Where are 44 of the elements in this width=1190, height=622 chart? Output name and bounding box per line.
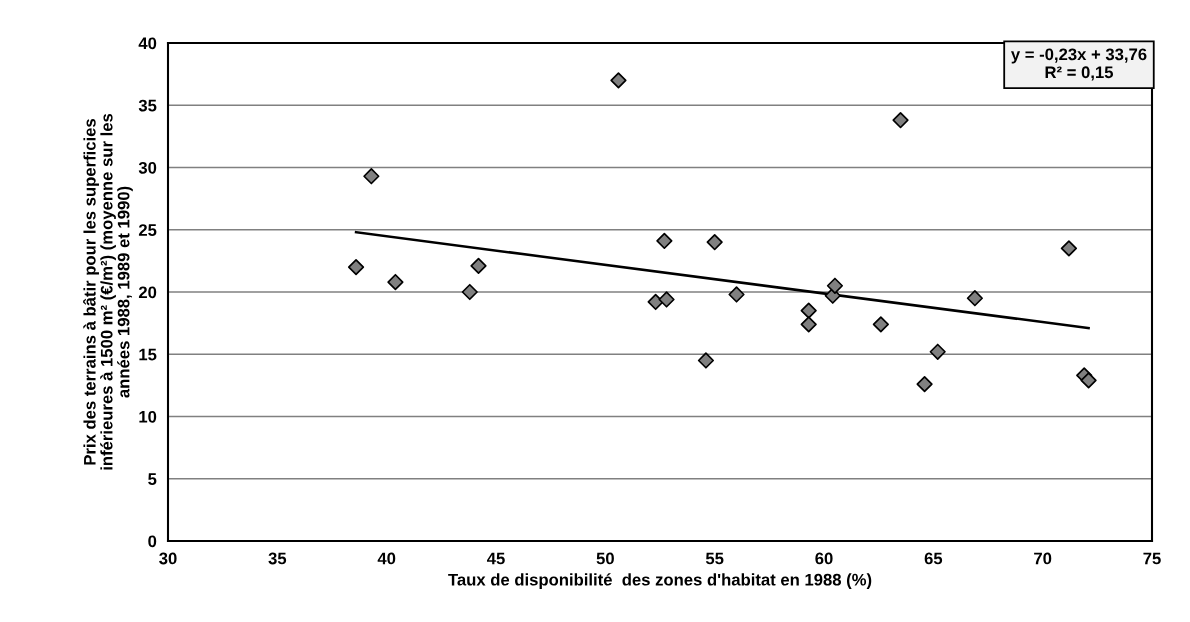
point: [658, 291, 675, 308]
x-tick-label: 60: [815, 552, 833, 565]
point: [647, 293, 664, 311]
y-axis-title: Prix des terrains à bâtir pour les superficies inférieures à 1500 m² (€/m²) (moyenne sur les années 1988, 1989 et 1990): [83, 113, 133, 470]
point: [728, 286, 745, 303]
y-tick-label: 10: [139, 410, 157, 423]
point: [826, 277, 844, 294]
point: [966, 290, 983, 307]
x-tick-label: 45: [486, 552, 505, 565]
point: [706, 234, 723, 251]
x-tick-label: 40: [377, 552, 396, 565]
y-tick-label: 35: [138, 99, 157, 112]
y-tick-label: 15: [139, 348, 157, 361]
y-tick-label: 5: [148, 473, 157, 485]
point: [916, 376, 933, 393]
point: [929, 343, 946, 360]
point: [461, 283, 478, 301]
y-tick-label: 30: [138, 161, 157, 174]
y-tick-label: 20: [138, 286, 157, 299]
point: [470, 257, 487, 274]
y-tick-label: 0: [148, 535, 157, 548]
point: [1080, 372, 1097, 389]
point: [610, 72, 627, 89]
point: [800, 302, 817, 319]
y-tick-label: 40: [138, 37, 157, 50]
x-tick-label: 50: [596, 552, 614, 565]
point: [1060, 240, 1078, 257]
x-tick-label: 30: [159, 552, 177, 565]
point: [363, 168, 380, 185]
x-axis-title: Taux de disponibilité des zones d'habitat en 1988 (%): [448, 573, 872, 589]
x-tick-label: 70: [1034, 552, 1052, 565]
point: [656, 232, 673, 250]
point: [892, 112, 909, 129]
point: [800, 316, 817, 333]
x-tick-label: 75: [1143, 552, 1161, 565]
point: [347, 258, 365, 276]
point: [697, 352, 715, 369]
x-tick-label: 35: [268, 552, 287, 565]
x-tick-label: 65: [924, 552, 943, 565]
point: [387, 273, 404, 291]
y-tick-label: 25: [138, 224, 157, 236]
point: [872, 316, 889, 333]
annotation: y = -0,23x + 33,76 R² = 0,15: [1011, 48, 1147, 81]
x-tick-label: 55: [705, 552, 724, 565]
